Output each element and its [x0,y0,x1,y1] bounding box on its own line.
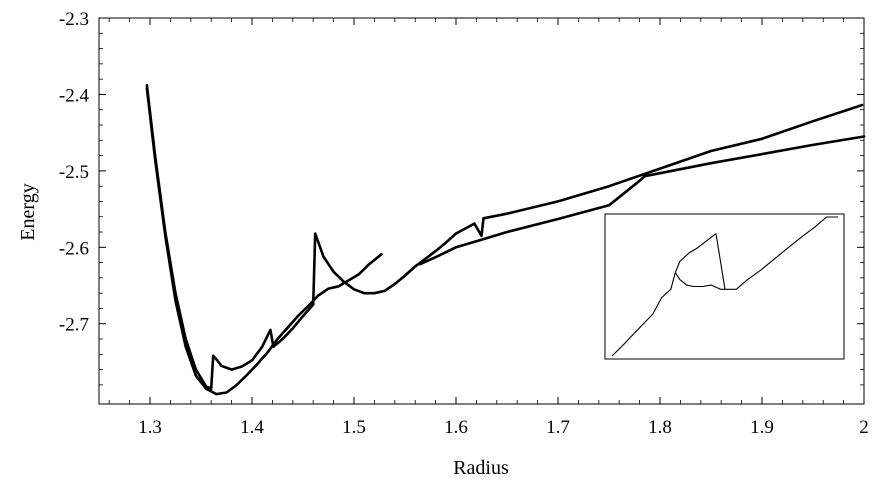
x-tick-label: 1.5 [342,417,366,438]
x-tick-label: 1.7 [546,417,570,438]
inset-line-main [611,216,838,357]
plot-frame [98,17,865,405]
y-tick-label: -2.3 [59,9,89,30]
series-line-3 [418,135,866,266]
inset-line-secondary [674,272,725,290]
x-tick-label: 1.4 [240,417,264,438]
x-tick-label: 2 [859,417,869,438]
x-tick-label: 1.3 [138,417,162,438]
y-tick-label: -2.7 [59,315,89,336]
series-line-1 [145,84,864,391]
x-tick-label: 1.8 [648,417,672,438]
x-axis: 1.3 1.4 1.5 1.6 1.7 1.8 1.9 2 [108,18,869,438]
x-tick-label: 1.9 [750,417,774,438]
y-axis: -2.3 -2.4 -2.5 -2.6 -2.7 [59,9,864,386]
inset-plot [611,216,838,357]
x-axis-title: Radius [453,457,509,479]
y-tick-label: -2.6 [59,238,89,259]
y-tick-label: -2.5 [59,162,89,183]
y-tick-label: -2.4 [59,85,90,106]
y-axis-title: Energy [17,183,39,240]
inset-frame [604,213,845,360]
series-group [145,84,866,396]
x-tick-label: 1.6 [444,417,468,438]
series-line-2 [145,87,383,396]
